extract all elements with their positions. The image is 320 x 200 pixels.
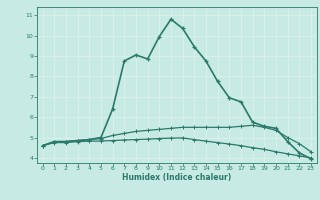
X-axis label: Humidex (Indice chaleur): Humidex (Indice chaleur) (122, 173, 231, 182)
